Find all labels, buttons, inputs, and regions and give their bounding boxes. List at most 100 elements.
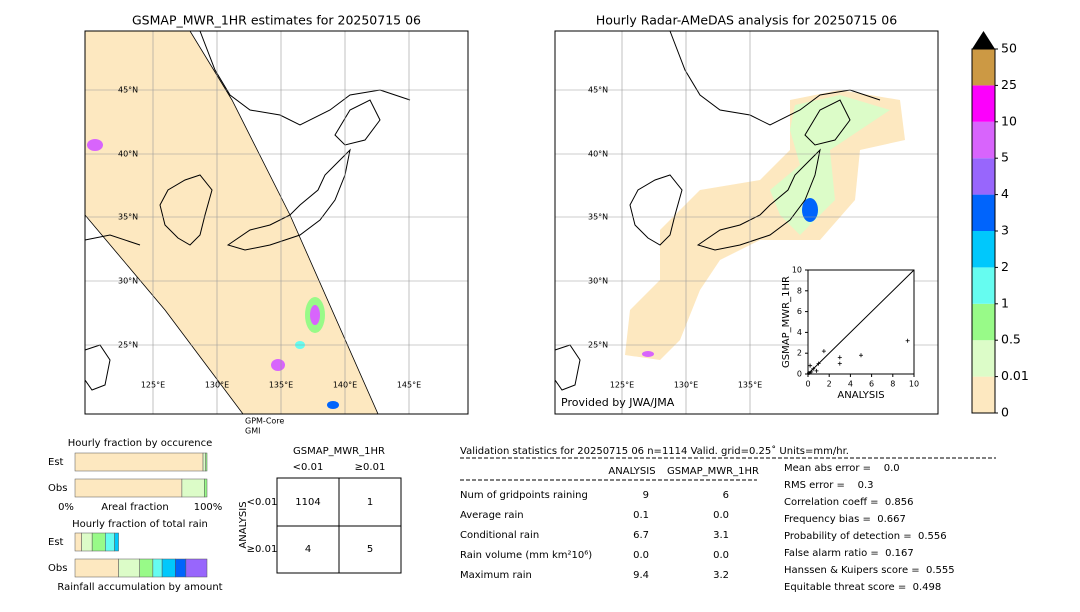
row-label: Obs bbox=[48, 483, 67, 494]
colorbar-label: 2 bbox=[1001, 259, 1009, 274]
lat-label: 30°N bbox=[588, 277, 608, 286]
colorbar-segment bbox=[972, 376, 995, 413]
fraction-segment bbox=[105, 532, 115, 552]
diagonal bbox=[807, 269, 915, 375]
point bbox=[905, 338, 910, 343]
axis-label: Rainfall accumulation by amount bbox=[57, 582, 222, 593]
panel-title: Hourly fraction by occurence bbox=[68, 438, 212, 449]
colorbar-label: 0.5 bbox=[1001, 332, 1021, 347]
satellite-label: GMI bbox=[245, 427, 260, 436]
colorbar-label: 1 bbox=[1001, 295, 1009, 310]
fraction-segment bbox=[118, 558, 140, 578]
point bbox=[811, 366, 816, 371]
stat-value: 6 bbox=[723, 490, 729, 501]
fraction-segment bbox=[204, 478, 208, 498]
cell: 5 bbox=[367, 544, 373, 555]
colorbar-segment bbox=[972, 121, 995, 159]
y-tick-label: 10 bbox=[792, 266, 802, 275]
colorbar-label: 0.01 bbox=[1001, 368, 1029, 383]
stat-value: 6.7 bbox=[633, 530, 649, 541]
stat-label: Rain volume (mm km²10⁶) bbox=[460, 550, 592, 561]
table-title: GSMAP_MWR_1HR bbox=[293, 446, 385, 457]
colorbar-label: 10 bbox=[1001, 113, 1017, 128]
row-label: ≥0.01 bbox=[247, 544, 278, 555]
colorbar-segment bbox=[972, 85, 995, 122]
y-tick-label: 0 bbox=[797, 370, 802, 379]
point bbox=[821, 349, 826, 354]
y-tick-label: 6 bbox=[797, 307, 802, 316]
stat-label: Maximum rain bbox=[460, 570, 532, 581]
lat-label: 45°N bbox=[588, 86, 608, 95]
fraction-segment bbox=[161, 558, 176, 578]
rain-area bbox=[802, 198, 818, 222]
lon-label: 140°E bbox=[333, 381, 357, 390]
point bbox=[809, 369, 814, 374]
map-frame bbox=[84, 30, 469, 415]
cell: 4 bbox=[305, 544, 311, 555]
panel-title: Hourly fraction of total rain bbox=[72, 519, 208, 530]
fraction-segment bbox=[74, 532, 82, 552]
score: Hanssen & Kuipers score = 0.555 bbox=[784, 565, 955, 576]
lon-label: 125°E bbox=[141, 381, 165, 390]
x-tick-label: 10 bbox=[909, 380, 919, 389]
column-label: <0.01 bbox=[293, 462, 324, 473]
axis-label: Areal fraction bbox=[101, 502, 168, 513]
cell: 1104 bbox=[295, 497, 320, 508]
fraction-segment bbox=[205, 452, 208, 472]
colorbar-label: 5 bbox=[1001, 150, 1009, 165]
fraction-segment bbox=[181, 478, 205, 498]
map-title: GSMAP_MWR_1HR estimates for 20250715 06 bbox=[132, 13, 421, 28]
rain-patches bbox=[87, 139, 339, 409]
x-tick-label: 4 bbox=[848, 380, 853, 389]
colorbar-frame bbox=[971, 48, 996, 414]
fraction-segment bbox=[202, 452, 206, 472]
colorbar-segment bbox=[972, 158, 995, 195]
stat-value: 0.0 bbox=[713, 550, 729, 561]
stat-label: Num of gridpoints raining bbox=[460, 490, 588, 501]
score: RMS error = 0.3 bbox=[784, 480, 874, 491]
colorbar-segment bbox=[972, 267, 995, 304]
score: Mean abs error = 0.0 bbox=[784, 463, 900, 474]
lat-label: 35°N bbox=[588, 213, 608, 222]
fraction-segment bbox=[185, 558, 208, 578]
rain-area bbox=[642, 351, 654, 357]
colorbar-label: 50 bbox=[1001, 41, 1017, 56]
fraction-segment bbox=[74, 558, 119, 578]
point bbox=[837, 355, 842, 360]
score: Equitable threat score = 0.498 bbox=[784, 582, 941, 593]
colorbar-segment bbox=[972, 340, 995, 377]
point bbox=[837, 361, 842, 366]
stats-title: Validation statistics for 20250715 06 n=… bbox=[460, 445, 849, 457]
colorbar-label: 0 bbox=[1001, 405, 1009, 420]
stat-value: 0.0 bbox=[713, 510, 729, 521]
score: False alarm ratio = 0.167 bbox=[784, 548, 914, 559]
map-title: Hourly Radar-AMeDAS analysis for 2025071… bbox=[596, 13, 897, 28]
lon-label: 145°E bbox=[397, 381, 421, 390]
x-tick-label: 2 bbox=[827, 380, 832, 389]
score: Correlation coeff = 0.856 bbox=[784, 497, 914, 508]
lat-label: 45°N bbox=[118, 86, 138, 95]
lat-label: 25°N bbox=[588, 341, 608, 350]
point bbox=[859, 353, 863, 358]
stat-value: 3.1 bbox=[713, 530, 729, 541]
lon-label: 130°E bbox=[205, 381, 229, 390]
lat-label: 35°N bbox=[118, 213, 138, 222]
score: Probability of detection = 0.556 bbox=[784, 531, 947, 542]
fraction-segment bbox=[152, 558, 163, 578]
stat-label: Average rain bbox=[460, 510, 524, 521]
point bbox=[816, 361, 821, 366]
colorbar-label: 25 bbox=[1001, 77, 1017, 92]
y-tick-label: 8 bbox=[797, 286, 802, 295]
stat-label: Conditional rain bbox=[460, 530, 539, 541]
stat-value: 9.4 bbox=[633, 570, 649, 581]
lon-label: 125°E bbox=[610, 381, 634, 390]
point bbox=[808, 363, 813, 368]
lon-label: 135°E bbox=[269, 381, 293, 390]
column-label: ANALYSIS bbox=[608, 466, 655, 477]
colorbar-segment bbox=[972, 303, 995, 341]
x-tick-label: 0 bbox=[805, 380, 810, 389]
row-label: Obs bbox=[48, 563, 67, 574]
rain-area bbox=[770, 95, 890, 235]
axis-label: 0% bbox=[58, 502, 74, 513]
